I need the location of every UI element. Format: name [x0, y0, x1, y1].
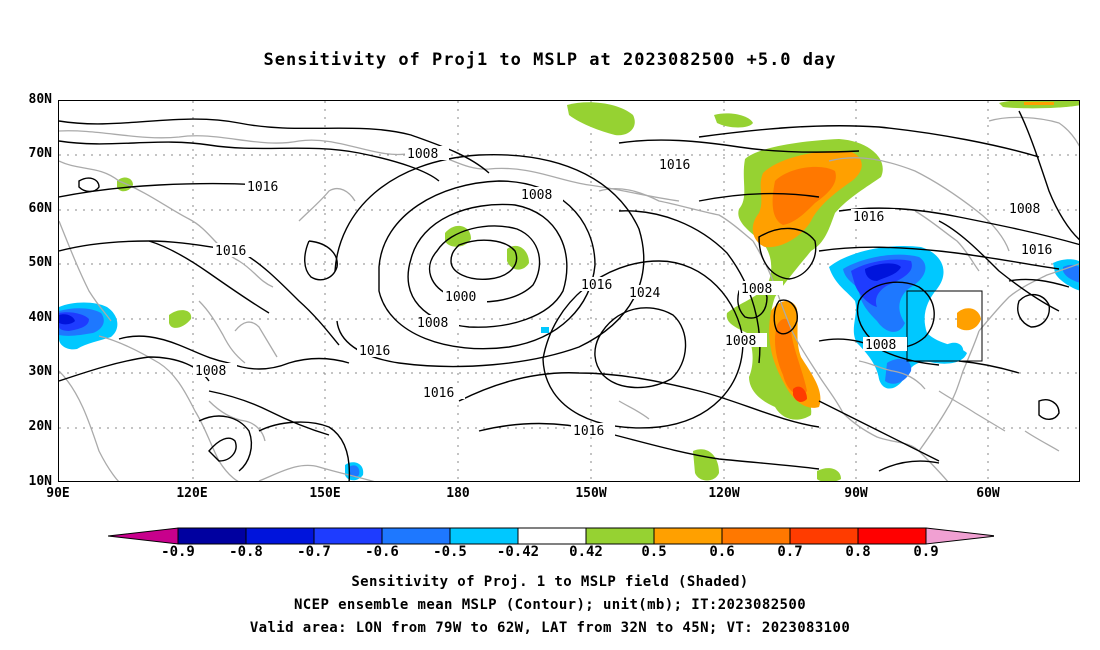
- contour-label-1008-a: 1008: [407, 147, 438, 162]
- contour-label-1024: 1024: [629, 286, 660, 301]
- shade-darkblue-china: [59, 314, 75, 325]
- colorbar-cell-10: [789, 527, 859, 545]
- colorbar-label-6: 0.42: [569, 544, 603, 560]
- shade-darkblue-great-lakes: [865, 263, 901, 281]
- shade-darkorange-usa-west: [775, 318, 807, 396]
- colorbar-label-9: 0.7: [777, 544, 803, 560]
- shade-green-arctic-2: [714, 113, 753, 128]
- colorbar-label-0: -0.9: [161, 544, 195, 560]
- shade-green-pacific-2: [507, 245, 529, 270]
- colorbar-cell-11: [857, 527, 927, 545]
- shade-cyan-atlantic-1: [943, 342, 964, 359]
- lat-label-20n: 20N: [28, 419, 52, 434]
- lat-label-10n: 10N: [28, 474, 52, 489]
- colorbar-label-5: -0.42: [496, 544, 540, 560]
- lon-label-180: 180: [446, 486, 470, 501]
- colorbar-cell-0: [108, 527, 179, 545]
- contour-label-1016-i: 1016: [1021, 243, 1052, 258]
- shade-green-pacific-1: [445, 225, 471, 247]
- contour-label-1016-b: 1016: [215, 244, 246, 259]
- contour-label-1016-g: 1016: [659, 158, 690, 173]
- contour-label-1008-b: 1008: [521, 188, 552, 203]
- colorbar-label-11: 0.9: [913, 544, 939, 560]
- contour-label-1016-a: 1016: [247, 180, 278, 195]
- colorbar-cell-7: [585, 527, 655, 545]
- caption-shaded: Sensitivity of Proj. 1 to MSLP field (Sh…: [351, 574, 749, 590]
- lon-label-60w: 60W: [976, 486, 1000, 501]
- map-title: Sensitivity of Proj1 to MSLP at 20230825…: [263, 50, 837, 70]
- colorbar-label-2: -0.7: [297, 544, 331, 560]
- colorbar-cell-5: [449, 527, 519, 545]
- colorbar-cell-12: [925, 527, 994, 545]
- colorbar-cell-3: [313, 527, 383, 545]
- contour-label-1016-d: 1016: [423, 386, 454, 401]
- caption-valid-area: Valid area: LON from 79W to 62W, LAT fro…: [249, 620, 851, 636]
- colorbar-cell-4: [381, 527, 451, 545]
- lat-label-40n: 40N: [28, 310, 52, 325]
- colorbar-cell-8: [653, 527, 723, 545]
- lat-label-70n: 70N: [28, 146, 52, 161]
- shade-orange-ne-corner: [1024, 102, 1054, 105]
- sensitivity-shading: [59, 101, 1079, 481]
- shade-lightblue-gulf-coast: [885, 358, 912, 384]
- colorbar-label-4: -0.5: [433, 544, 467, 560]
- contour-label-1016-e: 1016: [581, 278, 612, 293]
- valid-area-box: [906, 290, 983, 362]
- map-plot-area: 1008 1016 1016 1008 1000 1008 1016 1008 …: [58, 100, 1080, 482]
- caption-contour: NCEP ensemble mean MSLP (Contour); unit(…: [293, 597, 807, 613]
- shade-green-gulf: [693, 449, 719, 481]
- contour-label-1000: 1000: [445, 290, 476, 305]
- shade-green-arctic-1: [567, 102, 635, 136]
- lat-label-30n: 30N: [28, 364, 52, 379]
- shade-darkorange-east: [957, 308, 981, 331]
- lon-label-150w: 150W: [575, 486, 607, 501]
- colorbar-cell-2: [245, 527, 315, 545]
- colorbar-cell-6: [517, 527, 587, 545]
- colorbar-cell-9: [721, 527, 791, 545]
- colorbar-label-1: -0.8: [229, 544, 263, 560]
- contour-label-1008-g: 1008: [865, 338, 896, 353]
- contour-label-1008-f: 1008: [725, 334, 756, 349]
- lon-label-90w: 90W: [844, 486, 868, 501]
- shade-lightblue-atlantic-2: [1063, 264, 1079, 283]
- mslp-contours: [59, 110, 1079, 481]
- shade-green-siberia: [117, 177, 133, 192]
- colorbar-label-7: 0.5: [641, 544, 667, 560]
- contour-label-group: 1008 1016 1016 1008 1000 1008 1016 1008 …: [193, 146, 1063, 439]
- lon-label-150e: 150E: [309, 486, 341, 501]
- lat-label-60n: 60N: [28, 201, 52, 216]
- lat-label-80n: 80N: [28, 92, 52, 107]
- contour-label-1016-f: 1016: [573, 424, 604, 439]
- lon-label-90e: 90E: [46, 486, 70, 501]
- colorbar-label-3: -0.6: [365, 544, 399, 560]
- contour-label-1008-e: 1008: [741, 282, 772, 297]
- colorbar-cell-1: [177, 527, 247, 545]
- contour-label-1008-c: 1008: [417, 316, 448, 331]
- colorbar-label-8: 0.6: [709, 544, 735, 560]
- shade-green-mexico: [817, 468, 841, 481]
- shade-green-japan: [169, 310, 192, 328]
- shade-cyan-pacific-small: [541, 327, 549, 333]
- lon-label-120e: 120E: [176, 486, 208, 501]
- colorbar: [108, 527, 994, 545]
- map-svg: 1008 1016 1016 1008 1000 1008 1016 1008 …: [59, 101, 1079, 481]
- lat-label-50n: 50N: [28, 255, 52, 270]
- lon-label-120w: 120W: [708, 486, 740, 501]
- shade-lightblue-pacific-south: [349, 465, 360, 478]
- contour-label-1008-d: 1008: [195, 364, 226, 379]
- colorbar-label-10: 0.8: [845, 544, 871, 560]
- contour-label-1008-h: 1008: [1009, 202, 1040, 217]
- contour-label-1016-c: 1016: [359, 344, 390, 359]
- shade-red-mexico: [793, 386, 807, 402]
- coastlines: [59, 116, 1079, 481]
- shade-darkorange-canada: [772, 166, 836, 225]
- contour-label-1016-h: 1016: [853, 210, 884, 225]
